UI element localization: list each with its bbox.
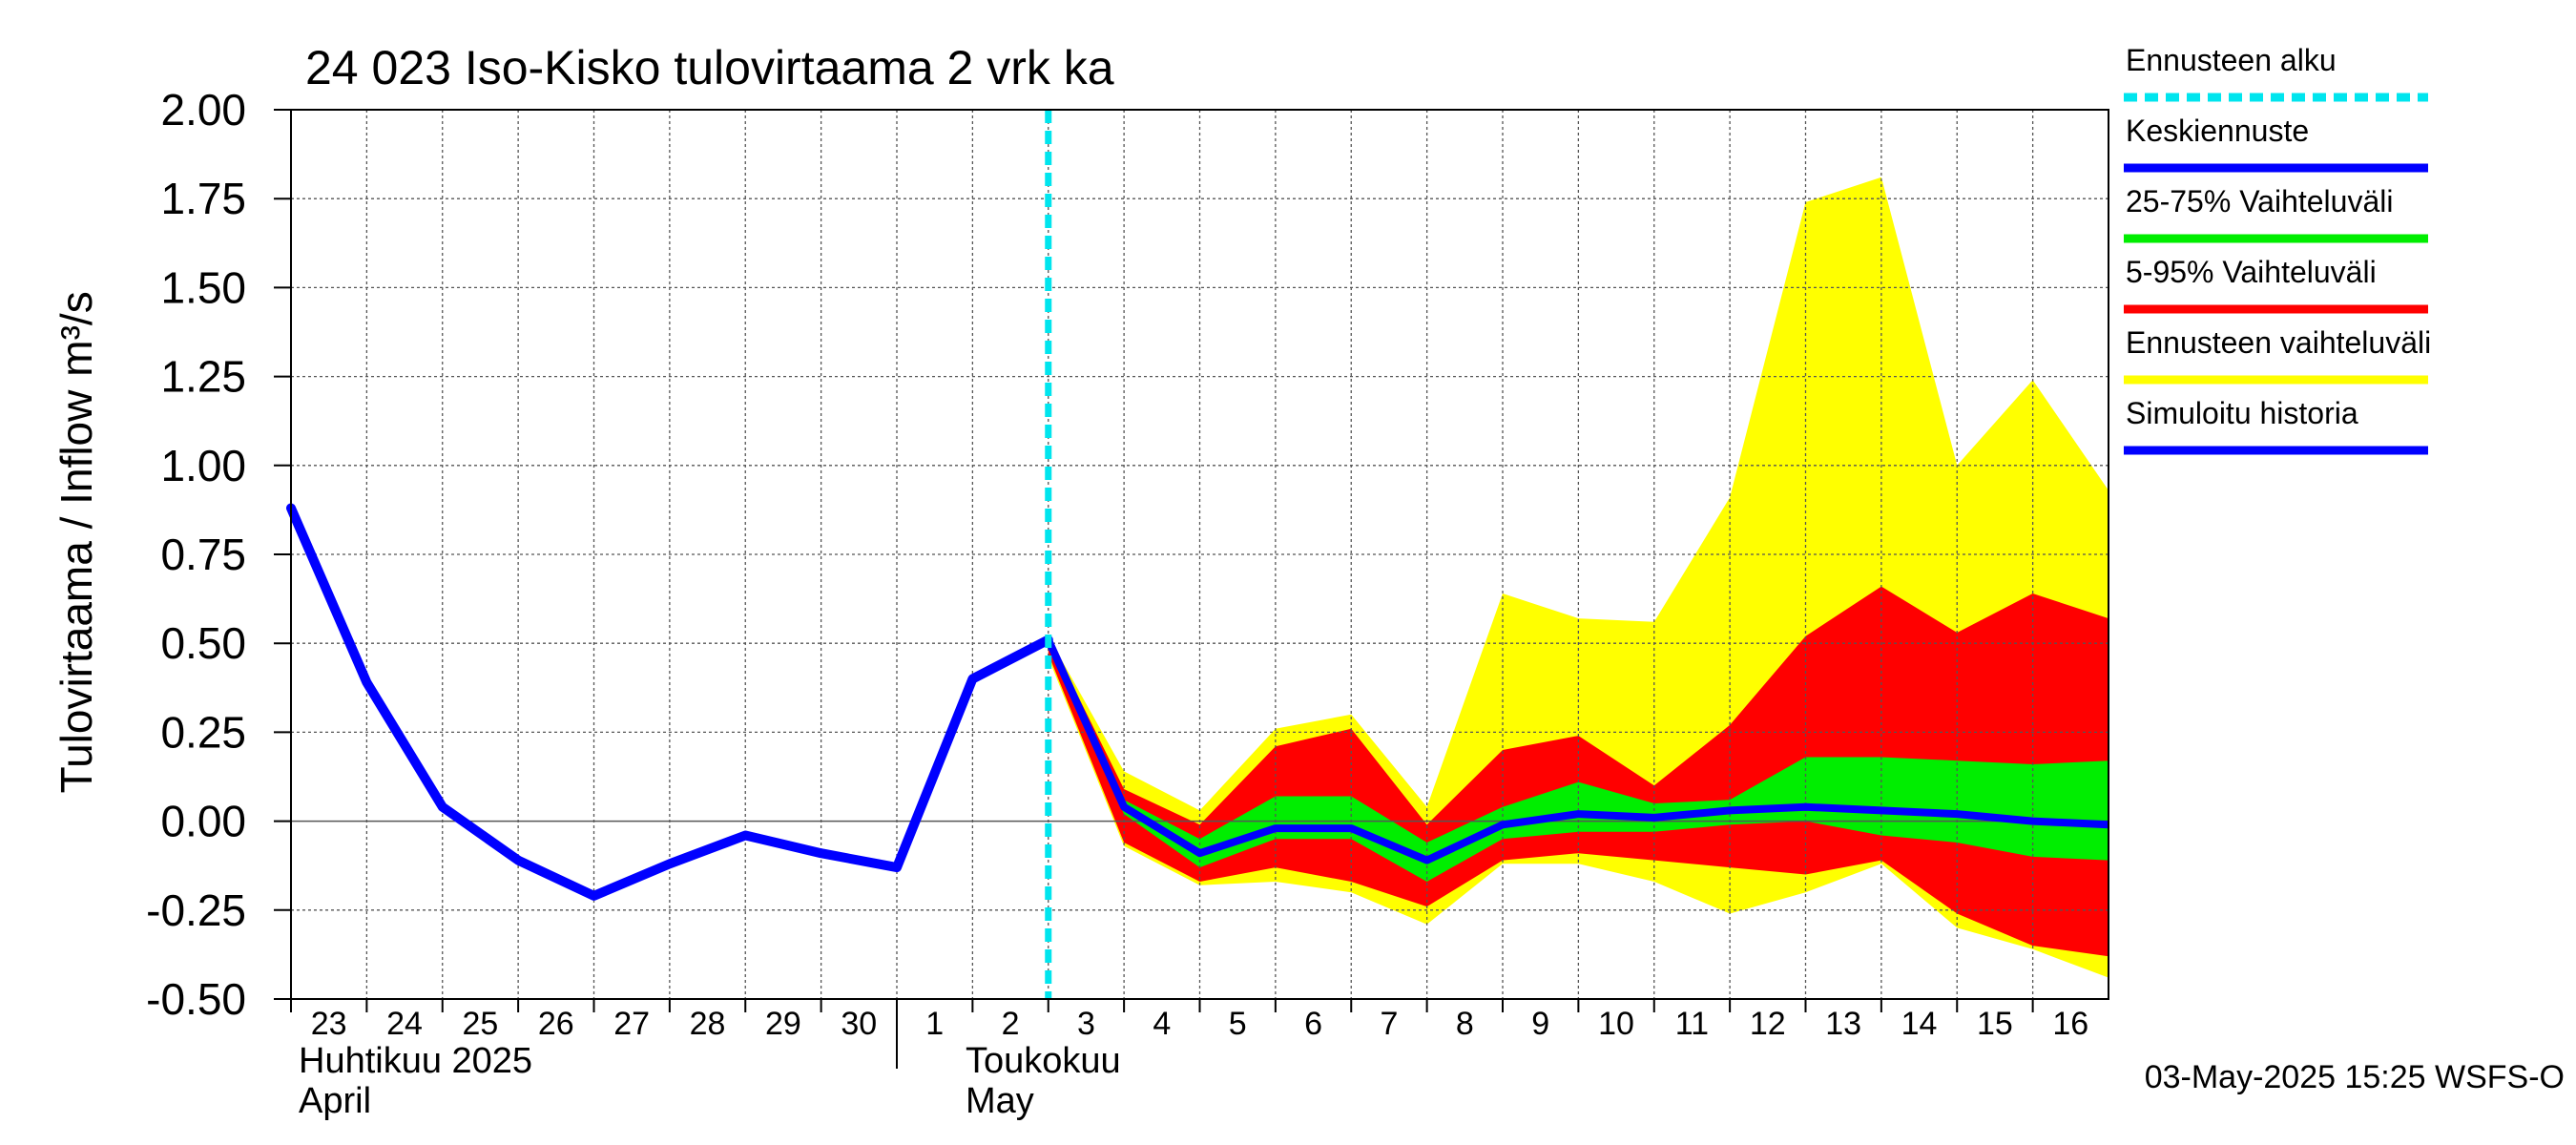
x-tick-label: 29 <box>765 1006 801 1042</box>
month-label-en: April <box>299 1081 371 1121</box>
x-tick-label: 23 <box>311 1006 347 1042</box>
x-tick-label: 6 <box>1304 1006 1322 1042</box>
axes: -0.50 -0.25 0.00 0.25 0.50 0.75 1.00 1.25 1.50 1.… <box>146 85 2109 1121</box>
x-tick-label: 11 <box>1675 1006 1709 1042</box>
legend-label: Simuloitu historia <box>2126 396 2358 430</box>
x-tick-label: 2 <box>1002 1006 1020 1042</box>
series-lines <box>286 110 2109 999</box>
x-tick-label: 1 <box>925 1006 944 1042</box>
y-tick-label: 0.00 <box>160 797 246 846</box>
x-tick-label: 5 <box>1229 1006 1247 1042</box>
x-tick-label: 28 <box>690 1006 726 1042</box>
y-tick-label: 2.00 <box>160 85 246 135</box>
legend-label: Ennusteen vaihteluväli <box>2126 325 2431 360</box>
chart-title: 24 023 Iso-Kisko tulovirtaama 2 vrk ka <box>305 41 1114 94</box>
y-axis-label: Tulovirtaama / Inflow <box>52 389 101 793</box>
y-tick-label: 0.75 <box>160 530 246 579</box>
x-tick-label: 25 <box>463 1006 499 1042</box>
x-tick-label: 12 <box>1750 1006 1786 1042</box>
legend-label: Ennusteen alku <box>2126 43 2337 77</box>
band-5-95 <box>1048 586 2109 957</box>
y-tick-label: -0.50 <box>146 974 246 1024</box>
series-median-forecast <box>1045 637 2109 864</box>
x-tick-label: 13 <box>1825 1006 1861 1042</box>
month-label-fi: Toukokuu <box>966 1041 1121 1081</box>
x-tick-label: 26 <box>538 1006 574 1042</box>
x-tick-label: 24 <box>386 1006 423 1042</box>
x-tick-label: 10 <box>1598 1006 1634 1042</box>
x-tick-label: 4 <box>1153 1006 1171 1042</box>
y-axis-unit: m³/s <box>52 291 101 376</box>
y-tick-label: 1.25 <box>160 352 246 402</box>
x-tick-label: 14 <box>1901 1006 1938 1042</box>
month-label-fi: Huhtikuu 2025 <box>299 1041 532 1081</box>
x-tick-label: 30 <box>841 1006 877 1042</box>
x-tick-label: 7 <box>1380 1006 1398 1042</box>
x-tick-label: 15 <box>1977 1006 2013 1042</box>
y-tick-label: 0.50 <box>160 618 246 668</box>
month-label-en: May <box>966 1081 1034 1121</box>
legend: Ennusteen alku Keskiennuste 25-75% Vaihtel… <box>2124 43 2431 455</box>
y-tick-label: 0.25 <box>160 707 246 757</box>
x-tick-label: 27 <box>613 1006 650 1042</box>
y-tick-label: 1.50 <box>160 262 246 312</box>
y-tick-label: -0.25 <box>146 885 246 935</box>
x-tick-label: 3 <box>1077 1006 1095 1042</box>
y-tick-label: 1.75 <box>160 174 246 223</box>
legend-label: 25-75% Vaihteluväli <box>2126 184 2393 219</box>
timestamp: 03-May-2025 15:25 WSFS-O <box>2145 1059 2565 1095</box>
x-tick-label: 8 <box>1456 1006 1474 1042</box>
x-tick-label: 9 <box>1531 1006 1549 1042</box>
legend-label: Keskiennuste <box>2126 114 2309 148</box>
series-simulated-history <box>286 503 1053 901</box>
x-tick-label: 16 <box>2052 1006 2088 1042</box>
y-tick-label: 1.00 <box>160 441 246 490</box>
legend-label: 5-95% Vaihteluväli <box>2126 255 2377 289</box>
